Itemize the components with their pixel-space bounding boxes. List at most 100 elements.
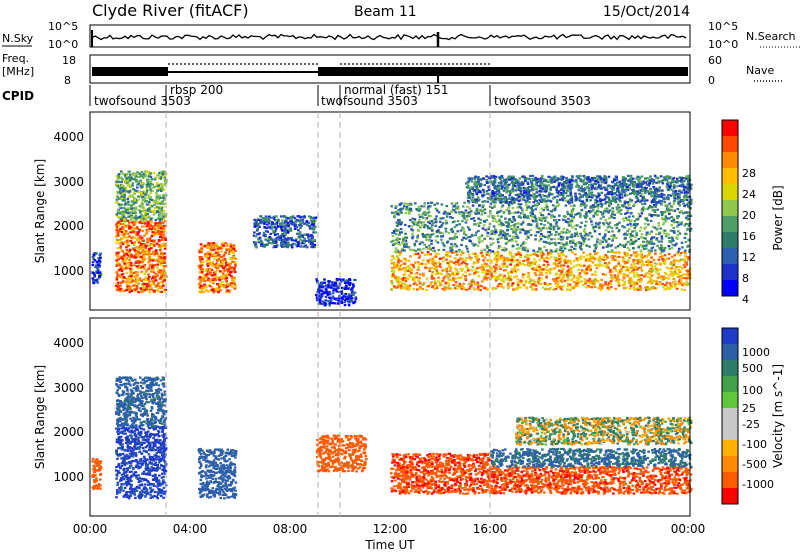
power-cell xyxy=(631,215,635,218)
power-cell xyxy=(300,234,304,237)
power-cell xyxy=(557,233,561,236)
power-cell xyxy=(454,281,458,284)
power-cell xyxy=(420,215,424,218)
power-cell xyxy=(465,215,469,218)
power-cell xyxy=(430,275,434,278)
power-cell xyxy=(645,244,648,247)
power-cell xyxy=(125,288,128,292)
power-cell xyxy=(95,279,99,282)
power-cell xyxy=(208,243,211,246)
power-cell xyxy=(118,239,122,242)
power-cell xyxy=(425,285,429,288)
power-cell xyxy=(602,236,606,239)
power-cell xyxy=(534,250,537,254)
power-cell xyxy=(455,268,458,272)
power-cell xyxy=(132,271,136,274)
power-cell xyxy=(561,238,564,241)
power-cell xyxy=(391,235,395,238)
power-cell xyxy=(344,279,347,282)
power-cell xyxy=(584,270,587,273)
power-cell xyxy=(660,235,664,238)
power-cell xyxy=(607,237,611,241)
power-cell xyxy=(604,273,607,276)
power-cell xyxy=(564,243,568,246)
power-cell xyxy=(96,271,99,274)
power-cell xyxy=(668,212,671,215)
power-cell xyxy=(662,261,666,264)
power-cell xyxy=(283,245,287,248)
power-cell xyxy=(477,229,480,233)
power-cell xyxy=(516,263,519,266)
power-cell xyxy=(623,251,626,254)
power-cell xyxy=(115,213,118,216)
power-cell xyxy=(637,276,640,279)
power-cell xyxy=(159,246,162,249)
power-cell xyxy=(605,264,608,267)
power-cell xyxy=(315,299,319,302)
power-cell xyxy=(407,265,410,268)
power-cell xyxy=(265,226,268,230)
power-cell xyxy=(273,233,277,236)
power-cell xyxy=(677,282,680,285)
power-cell xyxy=(423,253,427,256)
power-cell xyxy=(653,210,657,214)
power-cell xyxy=(646,219,649,222)
power-cell xyxy=(454,202,458,205)
power-cell xyxy=(162,195,165,198)
power-cell xyxy=(279,225,283,228)
power-cell xyxy=(221,243,224,246)
power-cell xyxy=(128,190,132,193)
power-cell xyxy=(453,274,456,277)
power-cell xyxy=(149,218,153,221)
power-cell xyxy=(164,172,167,175)
power-cell xyxy=(470,269,473,272)
power-cell xyxy=(198,256,202,259)
power-cell xyxy=(123,206,126,209)
power-cell xyxy=(583,278,587,281)
power-cell xyxy=(498,282,501,285)
power-cell xyxy=(653,287,656,290)
power-cell xyxy=(561,268,565,271)
power-cell xyxy=(576,212,579,216)
power-cell xyxy=(400,249,404,252)
power-cell xyxy=(92,279,95,282)
power-cell xyxy=(145,170,149,173)
power-cell xyxy=(346,281,350,284)
power-cell xyxy=(555,224,559,228)
power-cell xyxy=(437,229,440,232)
power-cell xyxy=(133,243,136,246)
power-cell xyxy=(666,286,670,289)
power-cell xyxy=(657,224,660,227)
power-cell xyxy=(650,238,653,241)
power-cell xyxy=(133,198,137,201)
power-cell xyxy=(672,226,676,229)
power-cell xyxy=(425,246,428,249)
power-cell xyxy=(450,227,454,230)
power-cell xyxy=(264,229,268,233)
power-cell xyxy=(455,271,458,274)
noise-right-tick-bottom: 10^0 xyxy=(708,38,738,51)
power-cell xyxy=(133,219,136,222)
power-cell xyxy=(543,245,546,248)
power-cell xyxy=(208,255,212,258)
power-cell xyxy=(674,283,677,286)
power-cell xyxy=(640,251,643,254)
power-cell xyxy=(647,262,651,265)
power-cell xyxy=(137,182,141,185)
power-cell xyxy=(558,262,561,265)
power-cell xyxy=(297,215,301,218)
power-cell xyxy=(124,217,128,220)
power-cell xyxy=(205,268,208,271)
power-cell xyxy=(445,258,448,261)
power-cell xyxy=(148,275,151,278)
power-cell xyxy=(527,261,531,264)
power-cell xyxy=(96,268,99,271)
power-cell xyxy=(438,272,441,275)
power-cell xyxy=(445,270,449,273)
power-cell xyxy=(455,224,459,227)
power-cell xyxy=(447,212,451,215)
power-cell xyxy=(116,177,120,180)
power-cell xyxy=(592,226,595,229)
power-cell xyxy=(533,214,537,217)
power-cell xyxy=(497,247,500,250)
